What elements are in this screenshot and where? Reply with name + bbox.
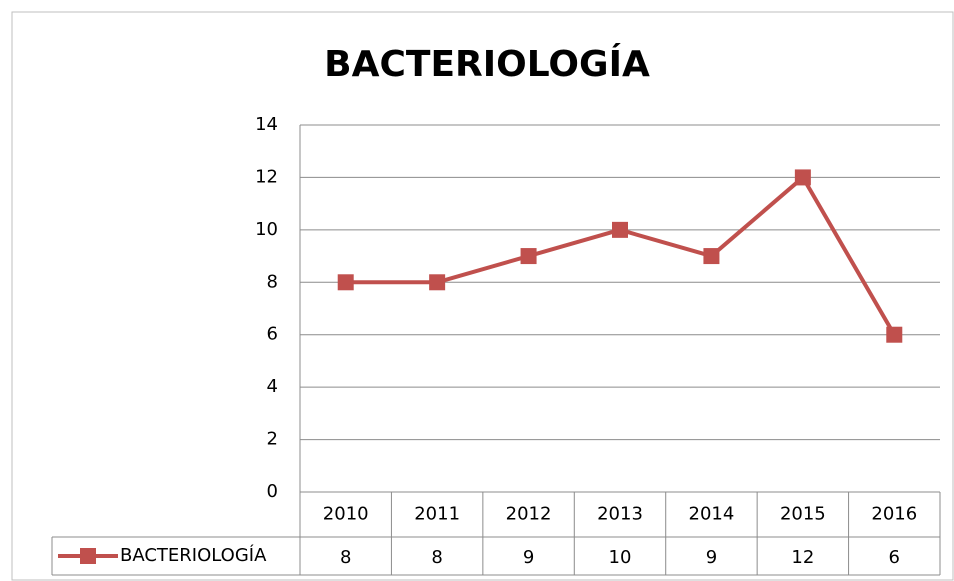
table-value: 9 xyxy=(706,547,717,568)
marker xyxy=(520,248,537,265)
x-tick-label: 2015 xyxy=(780,504,826,525)
marker xyxy=(794,169,811,186)
y-tick-label: 10 xyxy=(255,219,278,240)
y-tick-label: 12 xyxy=(255,166,278,187)
table-value: 6 xyxy=(889,547,900,568)
marker xyxy=(429,274,446,291)
table-value: 9 xyxy=(523,547,534,568)
marker xyxy=(337,274,354,291)
x-tick-label: 2013 xyxy=(597,504,643,525)
table-value: 8 xyxy=(431,547,442,568)
x-tick-label: 2016 xyxy=(871,504,917,525)
marker xyxy=(612,221,628,238)
table-value: 8 xyxy=(340,547,351,568)
table-value: 10 xyxy=(609,547,632,568)
x-tick-label: 2011 xyxy=(414,504,460,525)
y-tick-label: 14 xyxy=(255,114,278,135)
x-tick-label: 2010 xyxy=(323,504,369,525)
y-tick-label: 8 xyxy=(267,271,278,292)
chart-title: BACTERIOLOGÍA xyxy=(324,43,650,85)
y-tick-label: 6 xyxy=(267,324,278,345)
y-tick-label: 2 xyxy=(267,429,278,450)
marker xyxy=(886,326,903,343)
x-tick-label: 2012 xyxy=(506,504,552,525)
legend-marker xyxy=(80,548,96,564)
marker xyxy=(703,248,720,265)
y-tick-label: 0 xyxy=(267,481,278,502)
x-tick-label: 2014 xyxy=(689,504,735,525)
table-value: 12 xyxy=(791,547,814,568)
y-tick-label: 4 xyxy=(267,376,278,397)
chart-border xyxy=(11,11,954,581)
legend-label: BACTERIOLOGÍA xyxy=(120,544,267,566)
